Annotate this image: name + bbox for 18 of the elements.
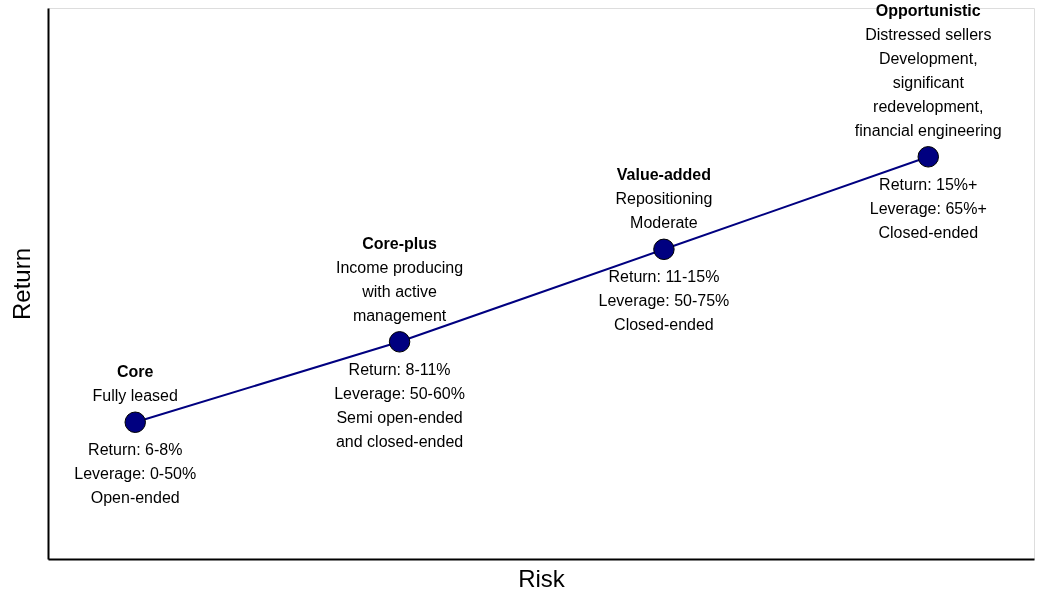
annotation: Return: 8-11% Leverage: 50-60% Semi open-ended and closed-ended bbox=[334, 360, 465, 450]
annotation: Core bbox=[117, 363, 154, 381]
annotation: Return: 15%+ Leverage: 65%+ Closed-ended bbox=[869, 175, 987, 241]
point bbox=[124, 411, 146, 433]
text: Opportunistic bbox=[875, 1, 981, 19]
annotation: Value-added bbox=[616, 166, 712, 184]
annotation: Repositioning Moderate bbox=[615, 190, 713, 232]
annotation: Fully leased bbox=[92, 387, 178, 405]
annotation: Return: 6-8% Leverage: 0-50% Open-ended bbox=[74, 441, 197, 507]
annotation: Return: 11-15% Leverage: 50-75% Closed-ended bbox=[598, 268, 730, 334]
point bbox=[917, 146, 940, 168]
x-axis-title: Risk bbox=[518, 564, 566, 592]
point bbox=[388, 331, 411, 353]
point bbox=[653, 238, 675, 261]
annotation: Income producing with active management bbox=[335, 258, 464, 324]
annotation: Core-plus bbox=[362, 234, 438, 252]
y-axis-title: Return bbox=[7, 247, 35, 321]
text: Distressed sellers Development, significant redevelopment, financial engineering bbox=[854, 25, 1002, 139]
